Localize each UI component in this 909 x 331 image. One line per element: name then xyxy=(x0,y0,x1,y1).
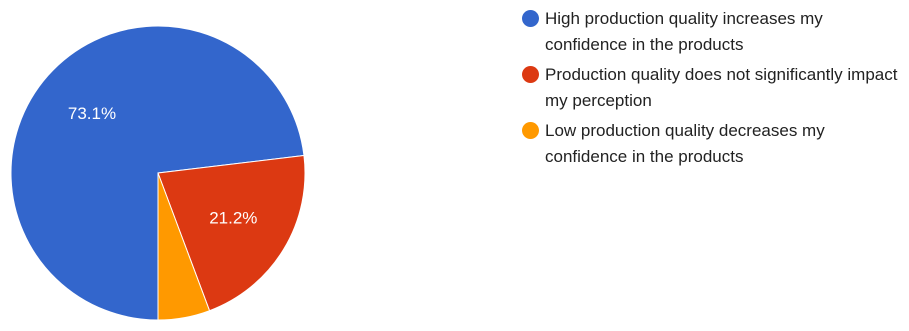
legend-item-no-impact[interactable]: Production quality does not significantl… xyxy=(522,62,907,114)
legend-swatch-blue xyxy=(522,10,539,27)
legend-item-high-quality[interactable]: High production quality increases my con… xyxy=(522,6,907,58)
legend-label: Production quality does not significantl… xyxy=(545,65,898,110)
pie-slices xyxy=(10,25,306,321)
legend-label: High production quality increases my con… xyxy=(545,9,823,54)
legend-label: Low production quality decreases my conf… xyxy=(545,121,825,166)
slice-no-impact[interactable] xyxy=(157,154,306,312)
legend-item-low-quality[interactable]: Low production quality decreases my conf… xyxy=(522,118,907,170)
pie-slice-labels: 73.1% 21.2% xyxy=(68,104,258,227)
legend-swatch-red xyxy=(522,66,539,83)
legend-swatch-orange xyxy=(522,122,539,139)
legend: High production quality increases my con… xyxy=(522,6,907,174)
slice-value-label: 21.2% xyxy=(209,208,257,227)
slice-low-quality[interactable] xyxy=(157,172,211,321)
slice-value-label: 73.1% xyxy=(68,104,116,123)
